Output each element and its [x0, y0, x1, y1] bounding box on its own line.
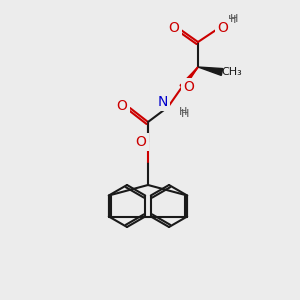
Text: O: O [169, 21, 179, 35]
Text: O: O [184, 80, 194, 94]
Text: O: O [184, 80, 194, 94]
Polygon shape [198, 67, 223, 75]
Text: O: O [218, 21, 228, 35]
Text: H: H [230, 14, 238, 24]
Text: O: O [218, 21, 228, 35]
Text: O: O [117, 99, 128, 113]
Text: CH₃: CH₃ [222, 67, 242, 77]
Text: H: H [181, 109, 189, 119]
Text: N: N [158, 95, 168, 109]
Text: N: N [158, 95, 168, 109]
Text: O: O [136, 135, 146, 149]
Text: H: H [228, 15, 236, 25]
Text: O: O [117, 99, 128, 113]
Text: H: H [179, 107, 187, 117]
Text: O: O [169, 21, 179, 35]
Text: O: O [136, 135, 146, 149]
Polygon shape [180, 67, 198, 88]
